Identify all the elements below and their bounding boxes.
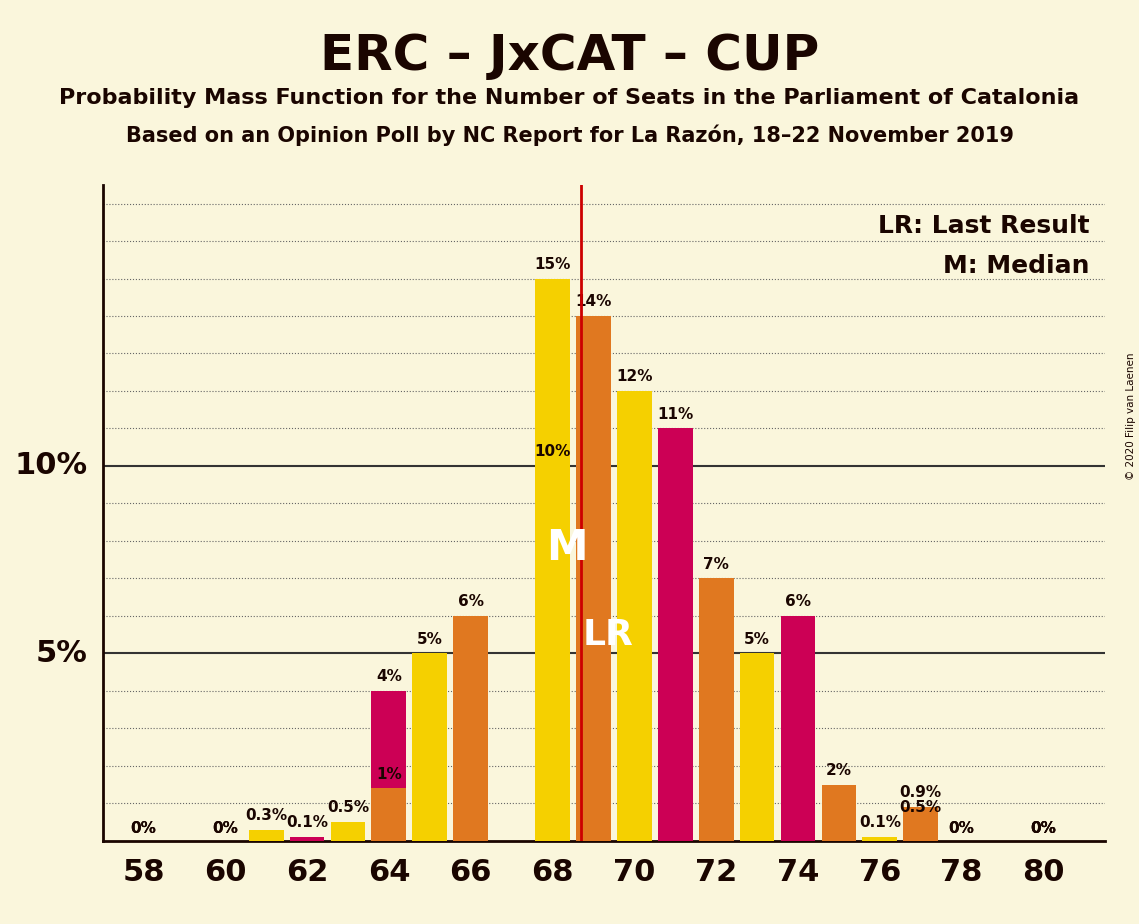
Text: 0%: 0% — [1031, 821, 1056, 836]
Bar — [371, 691, 407, 841]
Text: 12%: 12% — [616, 370, 653, 384]
Bar — [658, 429, 693, 841]
Bar — [453, 616, 489, 841]
Text: 0.1%: 0.1% — [859, 815, 901, 831]
Text: 0.5%: 0.5% — [900, 800, 942, 815]
Text: ERC – JxCAT – CUP: ERC – JxCAT – CUP — [320, 32, 819, 80]
Bar — [699, 578, 734, 841]
Text: 0%: 0% — [1031, 821, 1056, 836]
Text: 0%: 0% — [949, 821, 975, 836]
Bar — [739, 653, 775, 841]
Bar — [412, 653, 448, 841]
Bar — [780, 616, 816, 841]
Text: LR: LR — [582, 617, 633, 651]
Text: Based on an Opinion Poll by NC Report for La Razón, 18–22 November 2019: Based on an Opinion Poll by NC Report fo… — [125, 125, 1014, 146]
Text: 0%: 0% — [949, 821, 975, 836]
Text: Probability Mass Function for the Number of Seats in the Parliament of Catalonia: Probability Mass Function for the Number… — [59, 88, 1080, 108]
Text: 10%: 10% — [15, 452, 88, 480]
Text: 4%: 4% — [376, 669, 402, 684]
Text: 0%: 0% — [212, 821, 238, 836]
Text: 7%: 7% — [703, 556, 729, 572]
Text: 0%: 0% — [131, 821, 156, 836]
Text: 15%: 15% — [534, 257, 571, 272]
Text: 6%: 6% — [458, 594, 484, 609]
Text: © 2020 Filip van Laenen: © 2020 Filip van Laenen — [1126, 352, 1136, 480]
Text: 5%: 5% — [35, 638, 88, 668]
Text: M: Median: M: Median — [943, 254, 1090, 278]
Bar — [862, 837, 898, 841]
Text: 2%: 2% — [826, 763, 852, 778]
Bar — [821, 784, 857, 841]
Text: 5%: 5% — [744, 632, 770, 647]
Bar — [289, 837, 325, 841]
Bar — [617, 391, 652, 841]
Bar — [248, 830, 284, 841]
Text: 10%: 10% — [534, 444, 571, 459]
Text: 0.5%: 0.5% — [327, 800, 369, 815]
Text: M: M — [546, 528, 588, 569]
Bar — [330, 822, 366, 841]
Text: 0%: 0% — [212, 821, 238, 836]
Text: 14%: 14% — [575, 294, 612, 310]
Text: 5%: 5% — [417, 632, 443, 647]
Bar — [535, 278, 570, 841]
Text: 0%: 0% — [1031, 821, 1056, 836]
Text: 0.9%: 0.9% — [900, 785, 942, 800]
Bar — [576, 316, 611, 841]
Text: 1%: 1% — [376, 767, 402, 782]
Text: 0.3%: 0.3% — [245, 808, 287, 823]
Bar — [903, 807, 939, 841]
Text: 0%: 0% — [131, 821, 156, 836]
Bar — [535, 466, 570, 841]
Bar — [371, 788, 407, 841]
Text: 6%: 6% — [785, 594, 811, 609]
Bar — [903, 822, 939, 841]
Text: LR: Last Result: LR: Last Result — [878, 214, 1090, 238]
Text: 0.1%: 0.1% — [286, 815, 328, 831]
Text: 11%: 11% — [657, 407, 694, 421]
